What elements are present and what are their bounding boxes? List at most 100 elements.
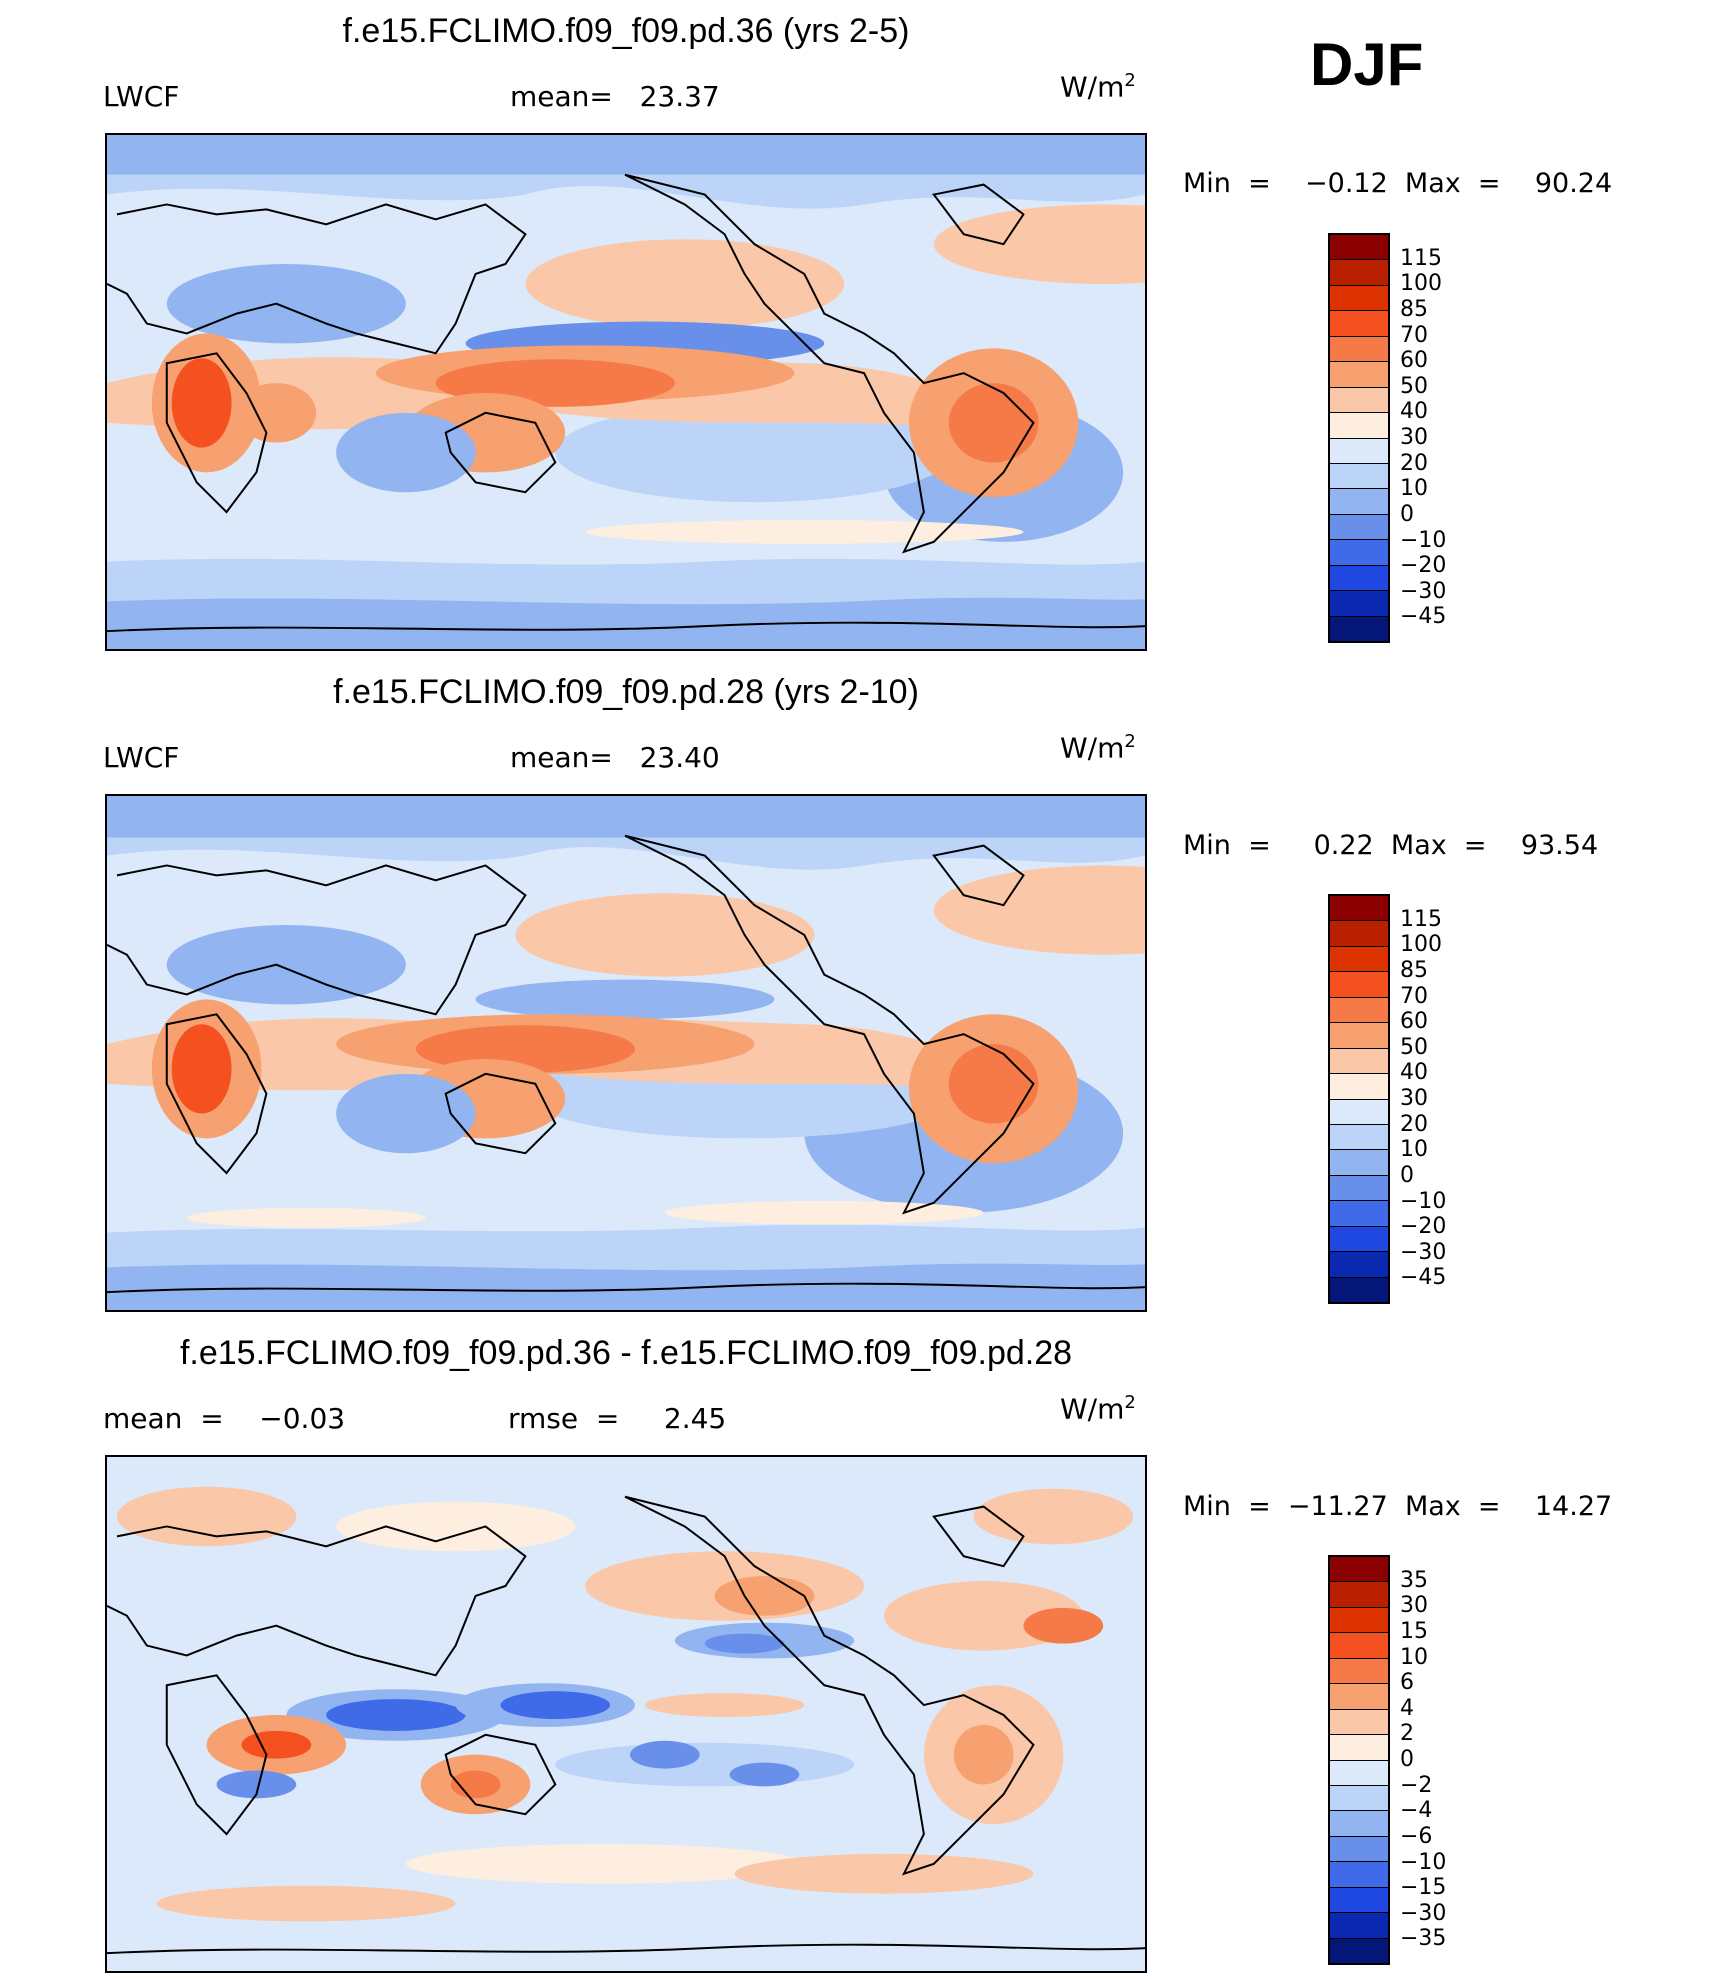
cbar-swatch	[1330, 489, 1388, 515]
cbar-swatch	[1330, 616, 1388, 641]
panel2-colorbar	[1328, 894, 1390, 1304]
cbar-swatch	[1330, 514, 1388, 541]
colorbar-tick-label: 50	[1400, 1034, 1428, 1060]
cbar-swatch	[1330, 1887, 1388, 1914]
cbar-swatch	[1330, 1760, 1388, 1786]
cbar-swatch	[1330, 946, 1388, 973]
colorbar-tick-label: 0	[1400, 1747, 1414, 1772]
cbar-swatch	[1330, 1684, 1388, 1710]
cbar-swatch	[1330, 1252, 1388, 1278]
colorbar-tick-label: 30	[1400, 1593, 1428, 1619]
cbar-swatch	[1330, 1023, 1388, 1049]
cbar-swatch	[1330, 540, 1388, 566]
cbar-swatch	[1330, 1582, 1388, 1608]
colorbar-tick-label: 40	[1400, 1060, 1428, 1086]
cbar-swatch	[1330, 1074, 1388, 1100]
cbar-swatch	[1330, 1175, 1388, 1202]
cbar-swatch	[1330, 438, 1388, 464]
colorbar-tick-label: 70	[1400, 983, 1428, 1009]
colorbar-tick-label: 10	[1400, 476, 1428, 502]
panel3-min-max: Min = −11.27 Max = 14.27	[1183, 1491, 1613, 1522]
colorbar-tick-label: 60	[1400, 348, 1428, 374]
colorbar-tick-label: 4	[1400, 1695, 1414, 1721]
cbar-swatch	[1330, 285, 1388, 312]
panel2-mean-label: mean= 23.40	[510, 741, 720, 774]
panel2-units-label: W/m2	[1060, 731, 1136, 765]
colorbar-tick-label: −35	[1400, 1926, 1447, 1952]
panel3-colorbar	[1328, 1555, 1390, 1965]
colorbar-tick-label: −10	[1400, 527, 1447, 553]
colorbar-tick-label: −4	[1400, 1798, 1433, 1824]
panel3-map	[105, 1455, 1147, 1973]
cbar-swatch	[1330, 972, 1388, 998]
cbar-swatch	[1330, 387, 1388, 414]
colorbar-tick-label: 50	[1400, 373, 1428, 399]
cbar-swatch	[1330, 1836, 1388, 1863]
panel1-mean-label: mean= 23.37	[510, 80, 720, 113]
panel2-min-max: Min = 0.22 Max = 93.54	[1183, 830, 1599, 861]
cbar-swatch	[1330, 1709, 1388, 1736]
panel1-variable-label: LWCF	[103, 80, 180, 113]
colorbar-tick-label: 35	[1400, 1567, 1428, 1593]
colorbar-tick-label: −6	[1400, 1823, 1433, 1849]
colorbar-tick-label: −20	[1400, 1214, 1447, 1240]
panel3-units-label: W/m2	[1060, 1392, 1136, 1426]
season-label: DJF	[1310, 31, 1424, 98]
colorbar-tick-label: 40	[1400, 399, 1428, 425]
cbar-swatch	[1330, 997, 1388, 1024]
colorbar-tick-label: 60	[1400, 1009, 1428, 1035]
cbar-swatch	[1330, 260, 1388, 286]
panel3-rmse-label: rmse = 2.45	[508, 1402, 727, 1435]
colorbar-tick-label: 6	[1400, 1670, 1414, 1696]
cbar-swatch	[1330, 362, 1388, 388]
colorbar-tick-label: 10	[1400, 1137, 1428, 1163]
cbar-swatch	[1330, 235, 1388, 261]
colorbar-tick-label: −20	[1400, 553, 1447, 579]
cbar-swatch	[1330, 1862, 1388, 1888]
cbar-swatch	[1330, 1150, 1388, 1176]
colorbar-tick-label: −30	[1400, 1239, 1447, 1265]
cbar-swatch	[1330, 565, 1388, 592]
colorbar-tick-label: 115	[1400, 245, 1442, 271]
cbar-swatch	[1330, 1557, 1388, 1583]
colorbar-tick-label: −30	[1400, 578, 1447, 604]
colorbar-tick-label: 0	[1400, 1162, 1414, 1188]
cbar-swatch	[1330, 1785, 1388, 1812]
cbar-swatch	[1330, 1735, 1388, 1761]
cbar-swatch	[1330, 921, 1388, 947]
colorbar-tick-label: 2	[1400, 1721, 1414, 1747]
colorbar-tick-label: 0	[1400, 501, 1414, 527]
cbar-swatch	[1330, 1048, 1388, 1075]
colorbar-tick-label: −30	[1400, 1900, 1447, 1926]
colorbar-tick-label: −45	[1400, 1265, 1447, 1291]
colorbar-tick-label: 70	[1400, 322, 1428, 348]
cbar-swatch	[1330, 1226, 1388, 1253]
panel1-map	[105, 133, 1147, 651]
cbar-swatch	[1330, 1938, 1388, 1963]
cbar-swatch	[1330, 311, 1388, 337]
cbar-swatch	[1330, 1277, 1388, 1302]
cbar-swatch	[1330, 591, 1388, 617]
colorbar-tick-label: −10	[1400, 1849, 1447, 1875]
colorbar-tick-label: 115	[1400, 906, 1442, 932]
colorbar-tick-label: 15	[1400, 1618, 1428, 1644]
panel2-map	[105, 794, 1147, 1312]
cbar-swatch	[1330, 1633, 1388, 1659]
panel1-colorbar	[1328, 233, 1390, 643]
colorbar-tick-label: −15	[1400, 1875, 1447, 1901]
colorbar-tick-label: 100	[1400, 271, 1442, 297]
cbar-swatch	[1330, 463, 1388, 490]
panel3-title: f.e15.FCLIMO.f09_f09.pd.36 - f.e15.FCLIM…	[179, 1334, 1073, 1372]
colorbar-tick-label: −10	[1400, 1188, 1447, 1214]
colorbar-tick-label: −2	[1400, 1772, 1433, 1798]
cbar-swatch	[1330, 1658, 1388, 1685]
cbar-swatch	[1330, 1099, 1388, 1125]
cbar-swatch	[1330, 1201, 1388, 1227]
colorbar-tick-label: 85	[1400, 957, 1428, 983]
cbar-swatch	[1330, 1913, 1388, 1939]
cbar-swatch	[1330, 413, 1388, 439]
cbar-swatch	[1330, 896, 1388, 922]
colorbar-tick-label: 100	[1400, 932, 1442, 958]
cbar-swatch	[1330, 1607, 1388, 1634]
colorbar-tick-label: 20	[1400, 1111, 1428, 1137]
